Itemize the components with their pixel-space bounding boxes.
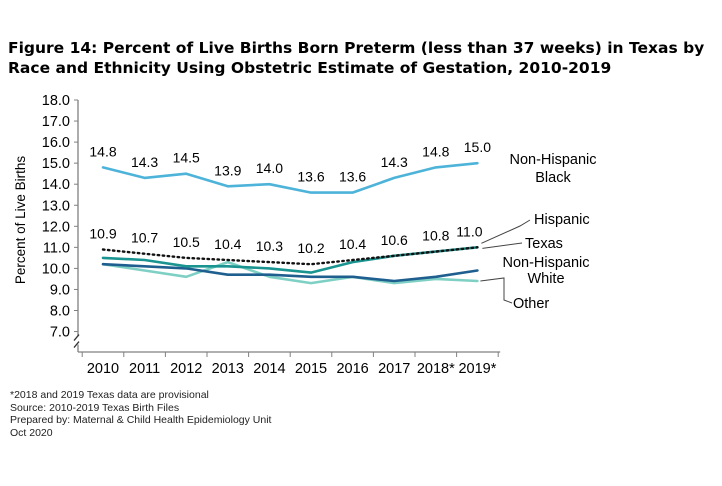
y-tick-label: 12.0 [42,219,70,235]
y-tick-label: 13.0 [42,198,70,214]
data-label: 14.8 [422,143,449,159]
data-label: 14.5 [173,150,200,166]
x-tick-label: 2012 [170,361,202,377]
y-axis-title: Percent of Live Births [13,156,28,285]
data-label: 14.3 [131,154,158,170]
leader-line-texas [482,242,523,249]
data-label: 13.6 [297,169,324,185]
data-label: 10.7 [131,230,158,246]
series-line-hispanic [101,246,479,274]
data-label: 10.6 [381,232,408,248]
x-tick-label: 2013 [212,361,244,377]
chart-series [101,161,479,285]
y-tick-label: 17.0 [42,114,70,130]
series-label-other: Other [513,296,549,312]
data-label: 14.8 [89,143,116,159]
series-line-other [101,260,479,285]
data-label: 10.2 [297,240,324,256]
note-provisional: *2018 and 2019 Texas data are provisiona… [10,389,209,401]
chart-notes: *2018 and 2019 Texas data are provisiona… [10,389,271,439]
y-tick-label: 10.0 [42,261,70,277]
data-label: 14.3 [381,154,408,170]
series-label-hispanic: Hispanic [534,212,590,228]
x-tick-label: 2017 [378,361,410,377]
chart-axes: 18.0 17.0 16.0 15.0 14.0 13.0 12.0 11.0 10.0 9.0 8… [13,93,501,377]
series-label-non-hispanic-black: Black [535,170,571,186]
data-label: 10.3 [256,238,283,254]
x-tick-label: 2011 [129,361,160,377]
y-tick-label: 14.0 [42,177,70,193]
data-label: 10.5 [173,234,200,250]
data-label: 13.6 [339,169,366,185]
leader-line-hispanic [481,219,531,244]
y-tick-label: 8.0 [50,304,70,320]
note-date: Oct 2020 [10,426,53,439]
x-tick-label: 2015 [295,361,327,377]
y-tick-label: 16.0 [42,135,70,151]
data-label: 14.0 [256,160,283,176]
data-label: 13.9 [214,162,241,178]
data-label: 11.0 [456,223,482,239]
y-tick-label: 11.0 [43,240,70,256]
chart-labels: 14.8 14.3 14.5 13.9 14.0 13.6 13.6 14.3 14.8 15.0… [89,139,596,312]
data-label: 10.8 [422,228,449,244]
note-prepared-by: Prepared by: Maternal & Child Health Epi… [10,414,272,426]
data-label: 15.0 [464,139,491,155]
series-label-non-hispanic-white: White [527,271,564,287]
y-tick-label: 15.0 [42,156,70,172]
x-tick-label: 2014 [253,361,285,377]
series-label-non-hispanic-white: Non-Hispanic [502,255,589,271]
y-tick-label: 18.0 [42,93,70,109]
chart-title: Figure 14: Percent of Live Births Born P… [8,39,705,77]
note-source: Source: 2010-2019 Texas Birth Files [10,401,180,414]
x-tick-label: 2018* [417,361,455,377]
series-label-texas: Texas [525,236,563,252]
series-label-non-hispanic-black: Non-Hispanic [509,152,596,168]
leader-line-other [480,277,513,304]
x-tick-label: 2019* [458,361,496,377]
data-label: 10.4 [214,236,241,252]
series-line-non-hispanic-black [101,161,479,194]
x-tick-label: 2010 [87,361,119,377]
y-tick-label: 9.0 [50,282,70,298]
x-tick-label: 2016 [336,361,368,377]
data-label: 10.9 [89,225,116,241]
y-tick-label: 7.0 [50,325,70,341]
data-label: 10.4 [339,236,366,252]
series-line-non-hispanic-white [101,262,479,283]
y-axis-break [73,334,80,348]
